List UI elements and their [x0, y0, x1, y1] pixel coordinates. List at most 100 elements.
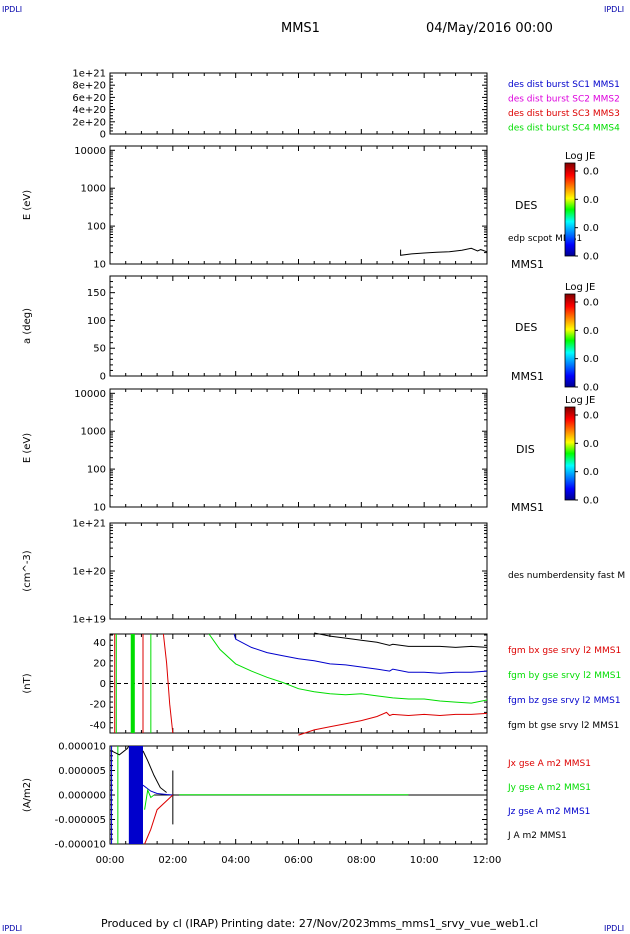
colorbar-tick-label: 0.0 — [583, 411, 599, 422]
legend-entry: des numberdensity fast M — [508, 571, 625, 581]
footer-produced-by: Produced by cl (IRAP) — [101, 917, 219, 930]
y-tick-label: 0 — [100, 130, 106, 141]
legend-entry: des dist burst SC2 MMS2 — [508, 95, 620, 105]
y-tick-label: 1000 — [81, 427, 106, 438]
y-axis-title-pitch: a (deg) — [22, 308, 33, 344]
footer-printing-date: Printing date: 27/Nov/2023 — [221, 917, 370, 930]
colorbar-title: Log JE — [565, 282, 595, 293]
panel-frame-3 — [109, 275, 488, 377]
footer-script-name: mms_mms1_srvy_vue_web1.cl — [369, 917, 539, 930]
y-tick-label: 10000 — [74, 146, 106, 157]
colorbar-tick-label: 0.0 — [583, 496, 599, 507]
spacecraft-label: MMS1 — [511, 258, 544, 271]
legend-entry: fgm bz gse srvy l2 MMS1 — [508, 696, 621, 706]
y-tick-label: 0 — [100, 372, 106, 383]
legend-entry: J A m2 MMS1 — [507, 831, 567, 841]
x-tick-label: 12:00 — [473, 855, 502, 866]
colorbar-tick-label: 0.0 — [583, 298, 599, 309]
y-tick-label: 50 — [93, 344, 106, 355]
y-tick-label: 8e+20 — [72, 81, 106, 92]
y-axis-title-density: (cm^-3) — [22, 550, 33, 591]
colorbar-tick-label: 0.0 — [583, 439, 599, 450]
y-tick-label: 100 — [87, 316, 106, 327]
colorbar-title: Log JE — [565, 151, 595, 162]
y-tick-label: 0.000010 — [58, 742, 106, 753]
series-dd0000 — [298, 711, 488, 736]
y-tick-label: 4e+20 — [72, 105, 106, 116]
current-burst — [128, 746, 143, 844]
x-tick-label: 00:00 — [96, 855, 125, 866]
spacecraft-title: MMS1 — [281, 21, 320, 36]
field-spike-bx — [162, 633, 174, 734]
y-tick-label: 1000 — [81, 184, 106, 195]
y-tick-label: 0 — [100, 679, 106, 690]
x-tick-label: 10:00 — [410, 855, 439, 866]
y-axis-title-current: (A/m2) — [22, 778, 33, 812]
y-tick-label: -0.000010 — [55, 840, 106, 851]
series-0000cc — [233, 633, 488, 674]
corner-label-top-right: IPDLI — [604, 5, 625, 14]
y-tick-label: 20 — [93, 658, 106, 669]
y-tick-label: -20 — [90, 700, 106, 711]
y-axis-title-field: (nT) — [22, 673, 33, 693]
datetime-title: 04/May/2016 00:00 — [426, 21, 553, 36]
panel-frame-1 — [109, 72, 488, 135]
corner-label-top-left: IPDLI — [2, 5, 23, 14]
y-tick-label: 2e+20 — [72, 117, 106, 128]
legend-entry: fgm by gse srvy l2 MMS1 — [508, 671, 621, 681]
legend-entry: des dist burst SC1 MMS1 — [508, 80, 620, 90]
colorbar — [564, 293, 576, 388]
current-jz-decay — [142, 784, 173, 796]
x-tick-label: 04:00 — [221, 855, 250, 866]
x-tick-label: 08:00 — [347, 855, 376, 866]
colorbar-tick-label: 0.0 — [583, 252, 599, 263]
spacecraft-label: MMS1 — [511, 370, 544, 383]
current-jx-decay — [144, 794, 174, 845]
y-tick-label: 1e+21 — [72, 69, 106, 80]
colorbar — [564, 162, 576, 257]
legend-entry: des dist burst SC3 MMS3 — [508, 109, 620, 119]
y-tick-label: 0.000000 — [58, 791, 106, 802]
overlay-legend: edp scpot MMS1 — [508, 234, 582, 244]
colorbar-tick-label: 0.0 — [583, 354, 599, 365]
series-00dd00 — [208, 633, 488, 704]
y-tick-label: 1e+20 — [72, 567, 106, 578]
y-tick-label: 1e+19 — [72, 615, 106, 626]
instrument-label: DIS — [516, 443, 535, 456]
colorbar-title: Log JE — [565, 395, 595, 406]
y-tick-label: 100 — [87, 465, 106, 476]
legend-entry: Jy gse A m2 MMS1 — [507, 783, 591, 793]
colorbar-tick-label: 0.0 — [583, 467, 599, 478]
current-j-decay — [142, 750, 167, 793]
y-tick-label: 1e+21 — [72, 519, 106, 530]
colorbar-tick-label: 0.0 — [583, 326, 599, 337]
colorbar-tick-label: 0.0 — [583, 383, 599, 394]
y-tick-label: 10 — [93, 260, 106, 271]
colorbar-tick-label: 0.0 — [583, 167, 599, 178]
y-tick-label: 0.000005 — [58, 766, 106, 777]
colorbar-tick-label: 0.0 — [583, 223, 599, 234]
y-tick-label: 40 — [93, 638, 106, 649]
y-tick-label: 150 — [87, 288, 106, 299]
current-j-early — [111, 745, 130, 756]
x-tick-label: 06:00 — [284, 855, 313, 866]
y-axis-title-energy: E (eV) — [22, 190, 33, 220]
y-axis-title-energy-ion: E (eV) — [22, 433, 33, 463]
corner-label-bottom-right: IPDLI — [604, 924, 625, 933]
y-tick-label: 10000 — [74, 389, 106, 400]
y-tick-label: -40 — [90, 720, 106, 731]
panel-frame-2 — [109, 145, 488, 265]
y-tick-label: -0.000005 — [55, 815, 106, 826]
y-tick-label: 10 — [93, 503, 106, 514]
x-tick-label: 02:00 — [158, 855, 187, 866]
colorbar-tick-label: 0.0 — [583, 195, 599, 206]
series-000000 — [314, 632, 488, 648]
legend-entry: Jx gse A m2 MMS1 — [507, 759, 591, 769]
current-jy-burst — [144, 788, 155, 810]
panel-frame-5 — [109, 522, 488, 620]
panel-frame-4 — [109, 388, 488, 508]
legend-entry: des dist burst SC4 MMS4 — [508, 124, 620, 134]
spacecraft-label: MMS1 — [511, 501, 544, 514]
corner-label-bottom-left: IPDLI — [2, 924, 23, 933]
